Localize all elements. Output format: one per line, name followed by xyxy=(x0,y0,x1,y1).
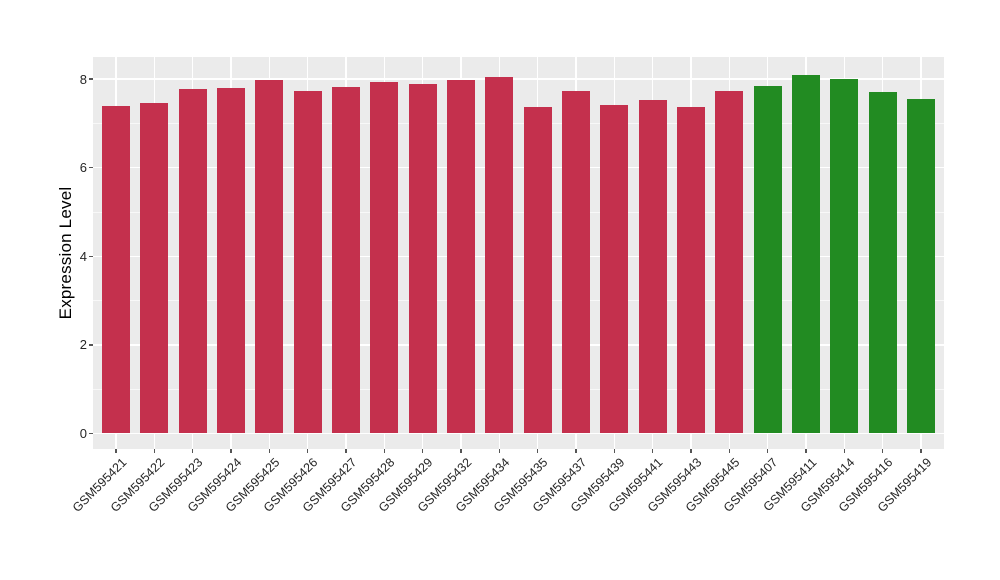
x-tick-mark xyxy=(805,449,807,453)
y-tick-label: 6 xyxy=(79,160,87,176)
x-tick-mark xyxy=(153,449,156,453)
x-tick-mark xyxy=(690,449,692,453)
y-tick-label: 8 xyxy=(79,71,87,87)
bar-GSM595421 xyxy=(101,106,130,434)
x-tick-mark xyxy=(306,449,309,453)
bar-GSM595432 xyxy=(446,79,475,434)
x-tick-mark xyxy=(920,449,922,453)
x-tick-mark xyxy=(843,449,846,453)
y-tick-mark xyxy=(89,166,93,169)
bar-GSM595437 xyxy=(561,91,590,434)
gridline-major xyxy=(93,432,944,435)
bar-GSM595424 xyxy=(216,87,245,434)
gridline-major xyxy=(93,344,944,346)
bar-GSM595422 xyxy=(140,102,169,434)
x-tick-mark xyxy=(575,449,577,453)
x-tick-mark xyxy=(268,449,271,453)
bar-GSM595429 xyxy=(408,84,437,434)
plot-panel xyxy=(93,57,944,449)
x-tick-mark xyxy=(613,449,616,453)
bar-GSM595428 xyxy=(370,82,399,434)
gridline-major xyxy=(93,78,944,80)
bar-GSM595434 xyxy=(485,76,514,434)
y-tick-mark xyxy=(89,255,93,258)
x-tick-mark xyxy=(230,449,232,453)
x-tick-mark xyxy=(345,449,347,453)
bar-GSM595439 xyxy=(600,104,629,434)
x-tick-mark xyxy=(460,449,462,453)
gridline-major xyxy=(93,166,944,169)
bar-GSM595441 xyxy=(638,99,667,434)
y-tick-label: 4 xyxy=(79,248,87,264)
y-tick-label: 0 xyxy=(79,426,87,441)
bar-GSM595419 xyxy=(906,98,935,434)
bar-GSM595427 xyxy=(331,86,360,434)
x-tick-mark xyxy=(498,449,501,453)
y-tick-mark xyxy=(89,432,93,435)
y-tick-label: 2 xyxy=(79,337,87,353)
x-tick-mark xyxy=(421,449,424,453)
gridline-minor xyxy=(93,388,944,390)
bar-GSM595411 xyxy=(791,75,820,434)
gridline-minor xyxy=(93,300,944,302)
x-tick-mark xyxy=(651,449,654,453)
y-tick-mark xyxy=(89,344,93,346)
x-tick-mark xyxy=(115,449,117,453)
gridline-minor xyxy=(93,211,944,213)
x-tick-mark xyxy=(728,449,731,453)
gridline-minor xyxy=(93,122,944,124)
bar-GSM595407 xyxy=(753,86,782,434)
bar-GSM595426 xyxy=(293,91,322,434)
x-tick-mark xyxy=(383,449,386,453)
bar-GSM595416 xyxy=(868,92,897,434)
bar-GSM595423 xyxy=(178,89,207,434)
y-tick-mark xyxy=(89,78,93,80)
bar-GSM595425 xyxy=(255,80,284,434)
bar-GSM595443 xyxy=(676,107,705,434)
x-tick-mark xyxy=(191,449,194,453)
gridline-major xyxy=(93,255,944,258)
bar-GSM595435 xyxy=(523,106,552,434)
bar-GSM595445 xyxy=(715,91,744,434)
x-tick-mark xyxy=(536,449,539,453)
bar-GSM595414 xyxy=(830,78,859,434)
x-tick-mark xyxy=(766,449,769,453)
x-tick-mark xyxy=(881,449,884,453)
